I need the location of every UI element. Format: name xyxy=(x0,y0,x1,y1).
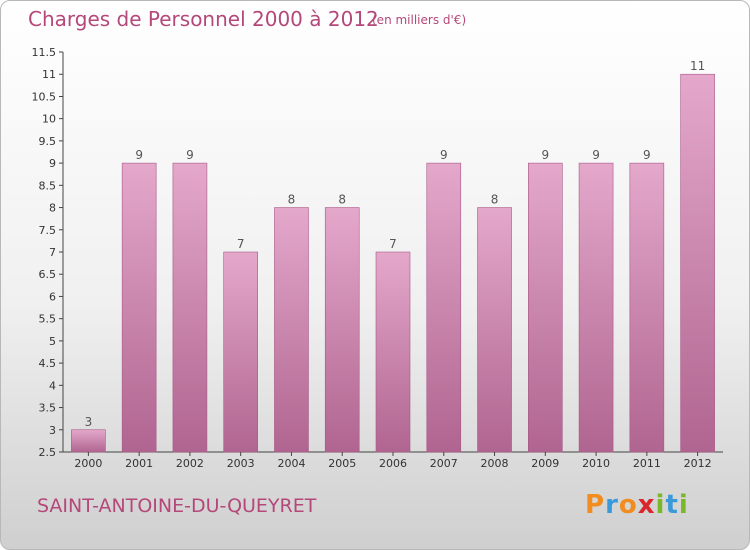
commune-name: SAINT-ANTOINE-DU-QUEYRET xyxy=(37,495,317,517)
logo-letter: r xyxy=(605,490,619,520)
logo-letter: x xyxy=(637,490,656,520)
logo-letter: t xyxy=(665,490,679,520)
bar-value-label: 3 xyxy=(85,415,93,429)
y-tick-label: 9.5 xyxy=(39,135,57,148)
x-tick-label: 2002 xyxy=(176,457,204,470)
x-tick-label: 2011 xyxy=(633,457,661,470)
bar-value-label: 8 xyxy=(338,193,346,207)
y-tick-label: 10 xyxy=(42,113,56,126)
bar-value-label: 9 xyxy=(440,148,448,162)
x-tick-label: 2008 xyxy=(481,457,509,470)
y-tick-label: 10.5 xyxy=(32,90,57,103)
bar-value-label: 7 xyxy=(389,237,397,251)
chart-subtitle: (en milliers d'€) xyxy=(372,13,467,27)
y-tick-label: 3 xyxy=(49,424,56,437)
x-tick-label: 2003 xyxy=(227,457,255,470)
bar-value-label: 11 xyxy=(690,59,705,73)
y-tick-label: 4.5 xyxy=(39,357,57,370)
x-tick-label: 2012 xyxy=(684,457,712,470)
y-tick-label: 11.5 xyxy=(32,46,57,59)
y-tick-label: 3.5 xyxy=(39,402,57,415)
y-tick-label: 8.5 xyxy=(39,179,57,192)
bar-value-label: 8 xyxy=(491,193,499,207)
bar xyxy=(121,162,157,453)
y-tick-label: 5.5 xyxy=(39,313,57,326)
bar xyxy=(324,207,360,453)
y-tick-label: 5 xyxy=(49,335,56,348)
bar-value-label: 9 xyxy=(135,148,143,162)
bar xyxy=(528,162,563,453)
bar xyxy=(223,251,258,453)
x-tick-label: 2005 xyxy=(328,457,356,470)
bar xyxy=(375,251,411,453)
logo-letter: o xyxy=(618,490,638,520)
bar-value-label: 9 xyxy=(186,148,194,162)
bar xyxy=(477,207,512,453)
y-tick-label: 6 xyxy=(49,290,56,303)
bar-value-label: 9 xyxy=(643,148,651,162)
y-tick-label: 6.5 xyxy=(39,268,57,281)
x-tick-label: 2010 xyxy=(582,457,610,470)
x-tick-label: 2000 xyxy=(74,457,102,470)
logo-letter: i xyxy=(678,490,689,520)
y-tick-label: 4 xyxy=(49,379,56,392)
bar xyxy=(426,162,462,453)
bar-value-label: 7 xyxy=(237,237,245,251)
x-tick-label: 2004 xyxy=(277,457,305,470)
chart-title: Charges de Personnel 2000 à 2012 xyxy=(28,7,379,31)
logo-letter: P xyxy=(585,490,606,520)
x-tick-label: 2006 xyxy=(379,457,407,470)
bar xyxy=(172,162,208,453)
bar xyxy=(274,207,309,453)
y-tick-label: 7.5 xyxy=(39,224,57,237)
y-tick-label: 11 xyxy=(42,68,56,81)
proxiti-logo: Proxiti xyxy=(585,490,689,520)
y-tick-label: 2.5 xyxy=(39,446,57,459)
bar xyxy=(680,73,715,453)
x-tick-label: 2007 xyxy=(430,457,458,470)
bar-value-label: 9 xyxy=(592,148,600,162)
bar xyxy=(629,162,665,453)
y-tick-label: 8 xyxy=(49,202,56,215)
x-tick-label: 2001 xyxy=(125,457,153,470)
y-tick-label: 9 xyxy=(49,157,56,170)
y-tick-label: 7 xyxy=(49,246,56,259)
bar-value-label: 8 xyxy=(288,193,296,207)
logo-letter: i xyxy=(655,490,666,520)
bar-value-label: 9 xyxy=(541,148,549,162)
bar xyxy=(71,429,106,453)
bar xyxy=(578,162,614,453)
x-tick-label: 2009 xyxy=(531,457,559,470)
